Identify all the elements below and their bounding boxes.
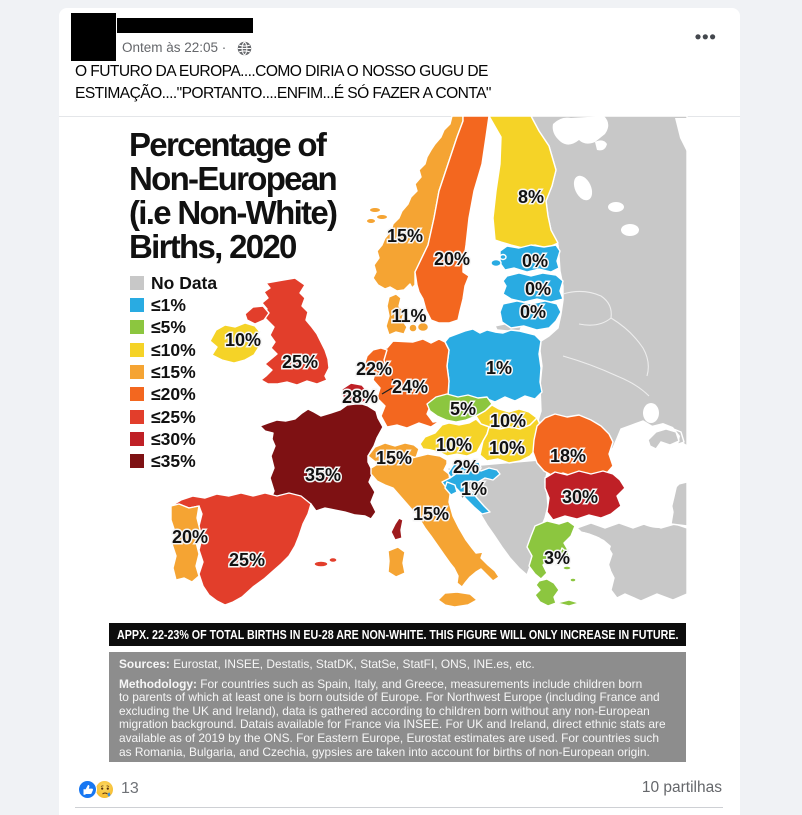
svg-text:(i.e Non-White): (i.e Non-White) (129, 194, 337, 231)
svg-text:18%: 18% (550, 446, 586, 466)
svg-text:30%: 30% (562, 487, 598, 507)
svg-text:≤15%: ≤15% (151, 362, 196, 382)
svg-text:≤30%: ≤30% (151, 429, 196, 449)
svg-text:1%: 1% (486, 358, 512, 378)
svg-text:10%: 10% (225, 330, 261, 350)
svg-text:22%: 22% (356, 359, 392, 379)
svg-text:10%: 10% (436, 435, 472, 455)
svg-text:Percentage of: Percentage of (129, 126, 328, 163)
svg-text:15%: 15% (413, 504, 449, 524)
svg-text:28%: 28% (342, 387, 378, 407)
svg-text:20%: 20% (172, 527, 208, 547)
svg-text:2%: 2% (453, 457, 479, 477)
svg-text:≤25%: ≤25% (151, 407, 196, 427)
svg-text:15%: 15% (376, 448, 412, 468)
svg-text:1%: 1% (461, 479, 487, 499)
svg-text:0%: 0% (522, 251, 548, 271)
svg-text:10%: 10% (490, 411, 526, 431)
svg-text:35%: 35% (305, 465, 341, 485)
svg-text:0%: 0% (525, 279, 551, 299)
svg-text:≤1%: ≤1% (151, 295, 186, 315)
svg-text:Non-European: Non-European (129, 160, 336, 197)
svg-text:11%: 11% (391, 306, 426, 326)
svg-text:25%: 25% (282, 352, 318, 372)
svg-text:0%: 0% (520, 302, 546, 322)
svg-text:≤35%: ≤35% (151, 451, 196, 471)
svg-text:≤5%: ≤5% (151, 317, 186, 337)
svg-text:25%: 25% (229, 550, 265, 570)
svg-text:3%: 3% (544, 548, 570, 568)
svg-text:No Data: No Data (151, 273, 217, 293)
svg-text:8%: 8% (518, 187, 544, 207)
svg-text:15%: 15% (387, 226, 423, 246)
svg-text:5%: 5% (450, 399, 476, 419)
svg-text:≤20%: ≤20% (151, 384, 196, 404)
svg-text:24%: 24% (392, 377, 428, 397)
svg-text:Births, 2020: Births, 2020 (129, 228, 296, 265)
svg-text:10%: 10% (489, 438, 525, 458)
svg-text:≤10%: ≤10% (151, 340, 196, 360)
svg-text:20%: 20% (434, 249, 470, 269)
